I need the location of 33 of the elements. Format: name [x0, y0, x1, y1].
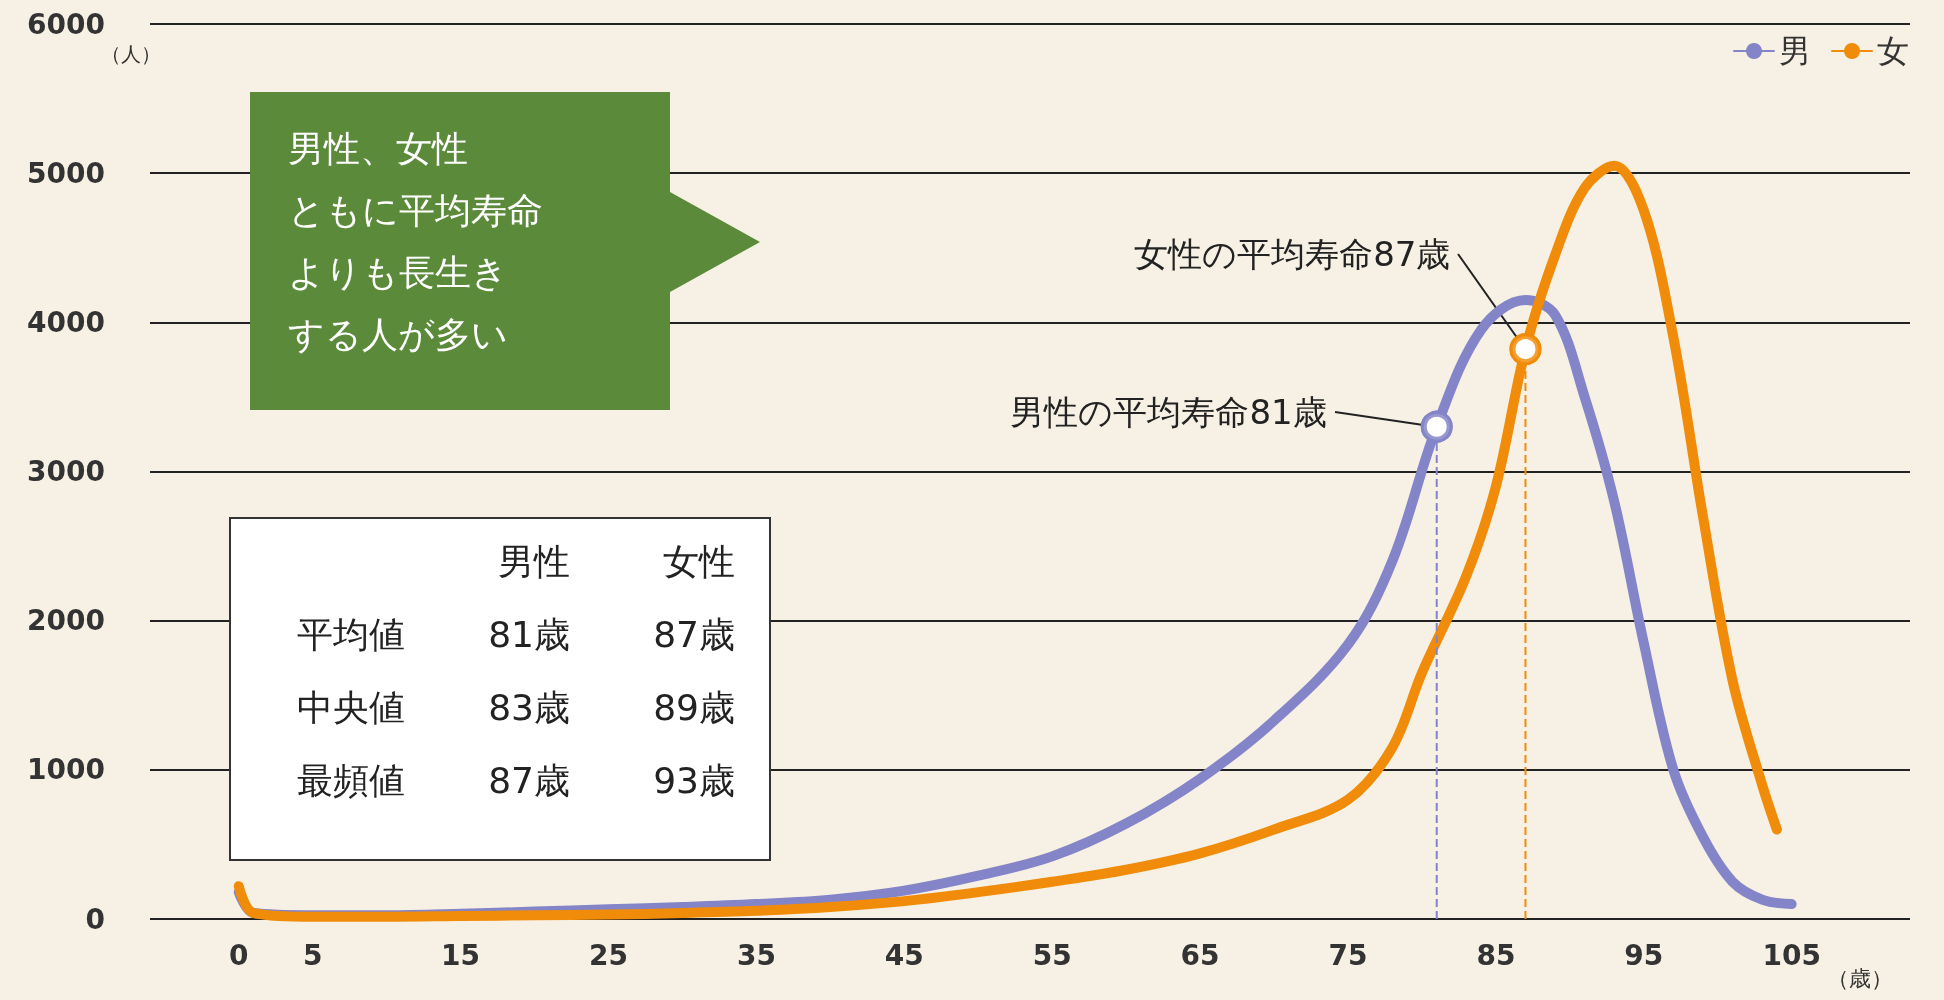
x-tick-label: 95 — [1624, 938, 1664, 972]
x-tick-label: 85 — [1476, 938, 1516, 972]
legend-label: 男 — [1779, 32, 1811, 70]
y-tick-label: 6000 — [27, 7, 105, 41]
legend-label: 女 — [1877, 32, 1909, 70]
x-tick-label: 105 — [1762, 938, 1821, 972]
x-tick-label: 0 — [229, 938, 249, 972]
annotation: 女性の平均寿命87歳 — [1134, 234, 1451, 275]
text: 平均値 81歳 87歳 — [297, 613, 735, 655]
text: 最頻値 87歳 93歳 — [297, 759, 735, 801]
y-tick-label: 2000 — [27, 604, 105, 638]
y-tick-label: 1000 — [27, 753, 105, 787]
y-tick-label: 4000 — [27, 305, 105, 339]
annotation: よりも長生き — [288, 251, 508, 293]
x-tick-label: 55 — [1032, 938, 1072, 972]
annotation: 男性、女性 — [288, 127, 468, 169]
y-tick-label: 0 — [85, 902, 105, 936]
y-tick-label: 5000 — [27, 156, 105, 190]
annotation: ともに平均寿命 — [288, 189, 543, 231]
annotation: する人が多い — [288, 313, 508, 355]
x-tick-label: 15 — [441, 938, 481, 972]
x-tick-label: 45 — [884, 938, 924, 972]
x-tick-label: 75 — [1328, 938, 1368, 972]
x-tick-label: 5 — [302, 938, 323, 972]
x-tick-label: 35 — [736, 938, 776, 972]
x-tick-label: 65 — [1180, 938, 1220, 972]
x-tick-label: 25 — [589, 938, 628, 972]
annotation: 男性の平均寿命81歳 — [1010, 391, 1327, 432]
y-tick-label: 3000 — [27, 455, 105, 488]
y-axis-title: （人） — [100, 42, 161, 66]
text: 中央値 83歳 89歳 — [297, 686, 735, 728]
text: 男性 女性 — [498, 540, 735, 582]
x-axis-title: （歳） — [1826, 965, 1893, 991]
